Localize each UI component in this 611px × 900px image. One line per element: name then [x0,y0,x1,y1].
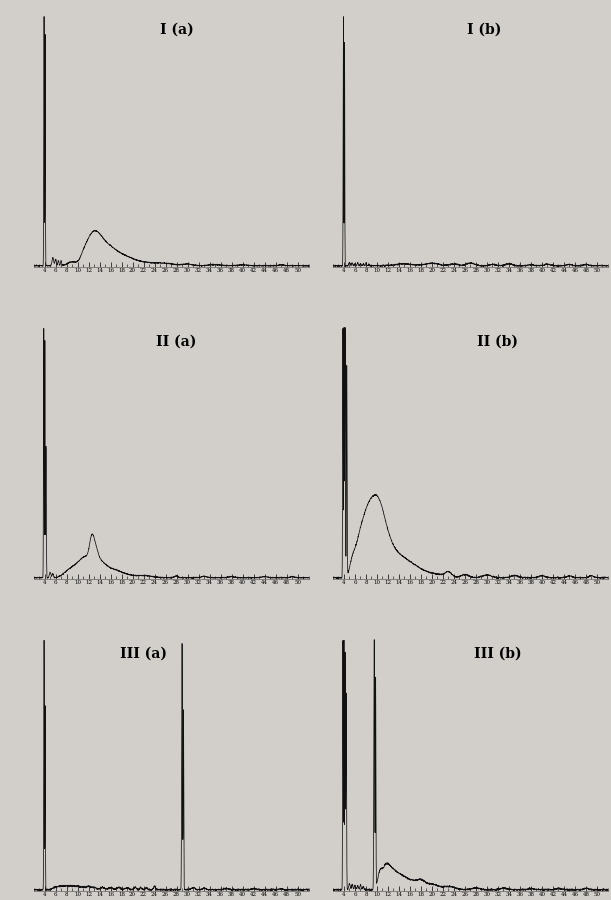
Text: II (a): II (a) [156,335,197,349]
Text: III (a): III (a) [120,647,167,661]
Text: III (b): III (b) [474,647,522,661]
Text: I (b): I (b) [467,22,502,37]
Text: I (a): I (a) [159,22,194,37]
Text: II (b): II (b) [477,335,519,349]
